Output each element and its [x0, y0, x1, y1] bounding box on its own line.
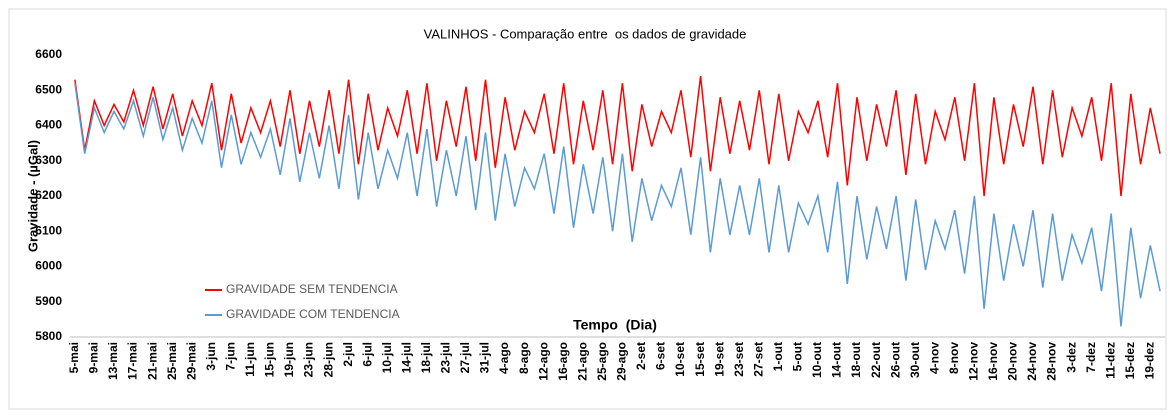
x-tick-label: 19-jun — [282, 342, 296, 377]
x-tick-label: 10-out — [810, 342, 824, 378]
y-tick-label: 6300 — [35, 153, 62, 167]
x-tick-label: 11-dez — [1103, 342, 1117, 379]
x-tick-label: 9-mai — [87, 342, 101, 373]
y-tick-label: 5800 — [35, 329, 62, 343]
x-tick-label: 23-jul — [439, 342, 453, 373]
series-line — [74, 83, 1161, 327]
x-tick-label: 14-out — [830, 342, 844, 378]
legend-label: GRAVIDADE SEM TENDENCIA — [226, 282, 398, 296]
x-tick-label: 4-ago — [497, 342, 511, 374]
x-tick-label: 20-nov — [1006, 342, 1020, 381]
y-tick-label: 6100 — [35, 223, 62, 237]
x-tick-label: 29-ago — [615, 342, 629, 381]
x-tick-label: 12-ago — [536, 342, 550, 381]
x-tick-label: 5-mai — [67, 342, 81, 373]
x-tick-label: 15-jun — [263, 342, 277, 377]
y-axis-title: Gravidade - (µGal) — [25, 140, 40, 252]
x-tick-label: 10-set — [673, 342, 687, 377]
x-tick-label: 28-nov — [1045, 342, 1059, 381]
x-tick-label: 31-jul — [478, 342, 492, 373]
legend-label: GRAVIDADE COM TENDENCIA — [226, 307, 400, 321]
x-tick-label: 15-dez — [1123, 342, 1137, 379]
x-tick-label: 16-ago — [556, 342, 570, 381]
x-tick-label: 3-jun — [204, 342, 218, 371]
x-tick-label: 24-nov — [1025, 342, 1039, 381]
x-axis-title: Tempo (Dia) — [573, 317, 657, 333]
series-line — [74, 76, 1161, 197]
x-tick-label: 10-jul — [380, 342, 394, 373]
x-tick-label: 6-jul — [360, 342, 374, 367]
x-tick-label: 21-ago — [575, 342, 589, 381]
x-tick-label: 14-jul — [399, 342, 413, 373]
x-tick-label: 12-nov — [967, 342, 981, 381]
x-tick-label: 22-out — [869, 342, 883, 378]
x-tick-label: 8-ago — [517, 342, 531, 374]
x-tick-label: 25-mai — [165, 342, 179, 380]
x-tick-label: 25-ago — [595, 342, 609, 381]
x-tick-label: 27-set — [751, 342, 765, 377]
x-tick-label: 18-jul — [419, 342, 433, 373]
x-tick-label: 27-jul — [458, 342, 472, 373]
x-tick-label: 21-mai — [145, 342, 159, 380]
x-tick-label: 17-mai — [126, 342, 140, 380]
x-tick-label: 28-jun — [321, 342, 335, 377]
x-tick-label: 2-set — [634, 342, 648, 370]
x-tick-label: 29-mai — [184, 342, 198, 380]
x-tick-label: 26-out — [888, 342, 902, 378]
x-tick-label: 19-dez — [1143, 342, 1157, 379]
x-tick-label: 19-set — [712, 342, 726, 377]
x-tick-label: 2-jul — [341, 342, 355, 367]
x-tick-label: 18-out — [849, 342, 863, 378]
x-tick-label: 23-set — [732, 342, 746, 377]
y-tick-label: 6400 — [35, 118, 62, 132]
x-tick-label: 1-out — [771, 342, 785, 371]
y-tick-label: 6000 — [35, 259, 62, 273]
x-tick-label: 7-jun — [223, 342, 237, 371]
x-tick-label: 15-set — [693, 342, 707, 377]
x-tick-label: 3-dez — [1064, 342, 1078, 373]
y-tick-label: 6200 — [35, 188, 62, 202]
y-tick-label: 5900 — [35, 294, 62, 308]
x-tick-label: 8-nov — [947, 342, 961, 374]
y-tick-label: 6600 — [35, 47, 62, 61]
x-tick-label: 7-dez — [1084, 342, 1098, 373]
x-tick-label: 13-mai — [106, 342, 120, 380]
x-tick-label: 6-set — [654, 342, 668, 370]
chart-title: VALINHOS - Comparação entre os dados de … — [424, 26, 747, 41]
x-tick-label: 5-out — [791, 342, 805, 371]
x-tick-label: 4-nov — [927, 342, 941, 374]
x-tick-label: 23-jun — [302, 342, 316, 377]
x-tick-label: 11-jun — [243, 342, 257, 377]
x-tick-label: 30-out — [908, 342, 922, 378]
y-tick-label: 6500 — [35, 82, 62, 96]
x-tick-label: 16-nov — [986, 342, 1000, 381]
